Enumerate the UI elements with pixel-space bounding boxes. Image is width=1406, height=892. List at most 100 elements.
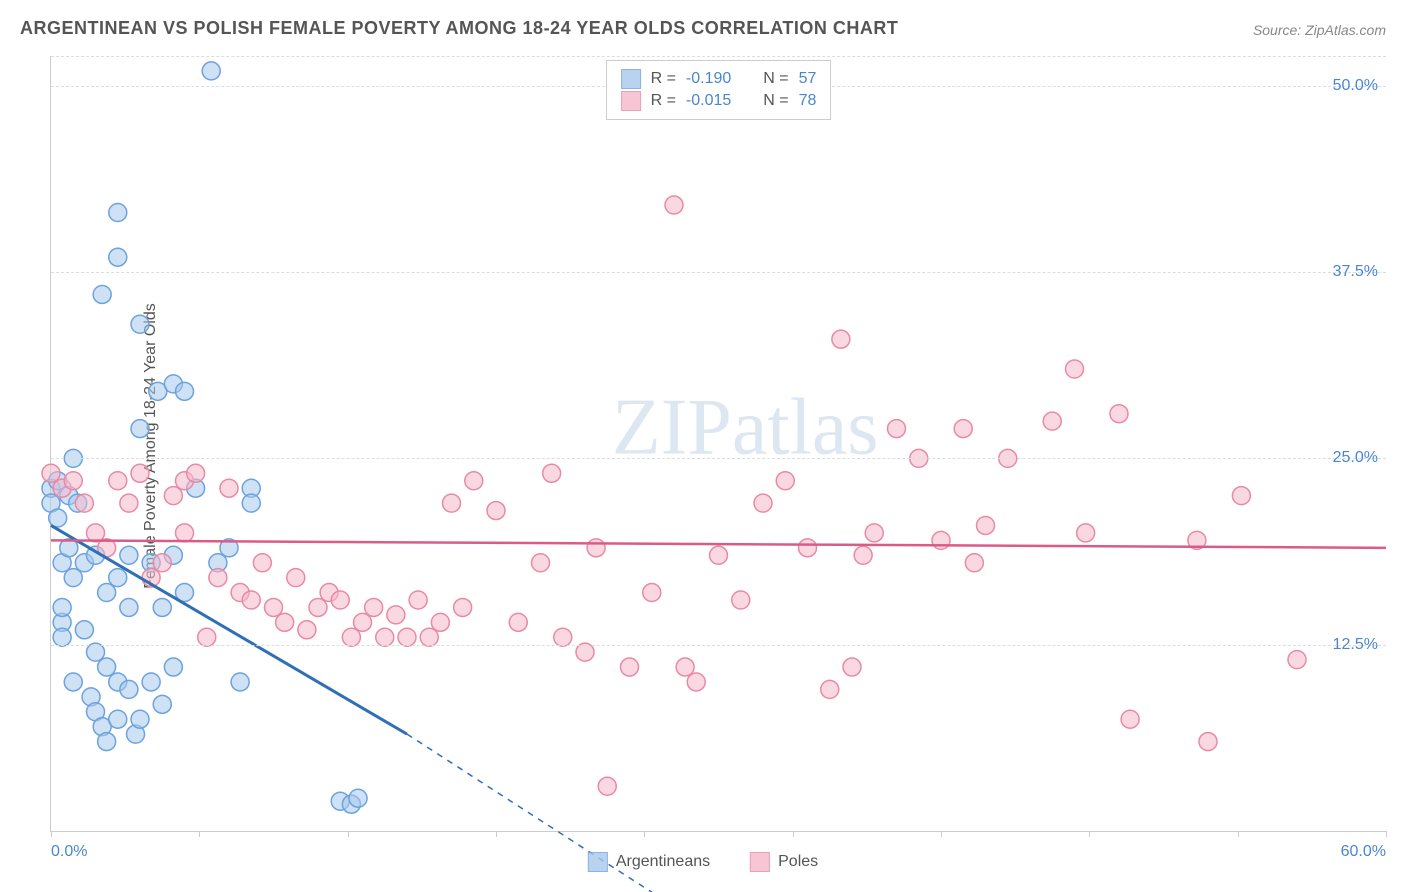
data-point: [287, 569, 305, 587]
data-point: [977, 516, 995, 534]
data-point: [587, 539, 605, 557]
data-point: [93, 285, 111, 303]
data-point: [176, 382, 194, 400]
x-axis-max-label: 60.0%: [1341, 843, 1386, 861]
data-point: [598, 777, 616, 795]
x-axis-min-label: 0.0%: [51, 843, 87, 861]
data-point: [309, 598, 327, 616]
y-tick-label: 50.0%: [1333, 77, 1378, 95]
data-point: [1199, 733, 1217, 751]
data-point: [687, 673, 705, 691]
data-point: [854, 546, 872, 564]
data-point: [387, 606, 405, 624]
data-point: [1110, 405, 1128, 423]
n-label: N =: [763, 92, 788, 110]
data-point: [109, 248, 127, 266]
data-point: [242, 494, 260, 512]
data-point: [131, 420, 149, 438]
data-point: [643, 584, 661, 602]
x-tick: [644, 831, 645, 837]
x-tick: [1238, 831, 1239, 837]
data-point: [354, 613, 372, 631]
r-val-argentineans: -0.190: [686, 70, 731, 88]
x-tick: [199, 831, 200, 837]
data-point: [754, 494, 772, 512]
data-point: [1043, 412, 1061, 430]
r-label: R =: [651, 92, 676, 110]
data-point: [932, 531, 950, 549]
data-point: [42, 464, 60, 482]
legend-item-argentineans: Argentineans: [588, 852, 710, 872]
data-point: [487, 502, 505, 520]
data-point: [75, 494, 93, 512]
data-point: [120, 546, 138, 564]
data-point: [965, 554, 983, 572]
data-point: [109, 710, 127, 728]
gridline: [51, 645, 1386, 646]
data-point: [843, 658, 861, 676]
data-point: [1077, 524, 1095, 542]
data-point: [75, 621, 93, 639]
data-point: [865, 524, 883, 542]
data-point: [131, 710, 149, 728]
data-point: [231, 673, 249, 691]
gridline: [51, 458, 1386, 459]
data-point: [349, 789, 367, 807]
data-point: [365, 598, 383, 616]
legend-row-argentineans: R = -0.190 N = 57: [621, 69, 817, 89]
chart-plot-area: R = -0.190 N = 57 R = -0.015 N = 78 ZIPa…: [50, 56, 1386, 832]
x-tick: [496, 831, 497, 837]
data-point: [398, 628, 416, 646]
data-point: [576, 643, 594, 661]
data-point: [153, 598, 171, 616]
data-point: [665, 196, 683, 214]
y-tick-label: 25.0%: [1333, 449, 1378, 467]
data-point: [376, 628, 394, 646]
legend-label-argentineans: Argentineans: [616, 853, 710, 871]
data-point: [710, 546, 728, 564]
data-point: [454, 598, 472, 616]
data-point: [776, 472, 794, 490]
data-point: [64, 673, 82, 691]
x-tick: [793, 831, 794, 837]
data-point: [64, 569, 82, 587]
legend-row-poles: R = -0.015 N = 78: [621, 91, 817, 111]
data-point: [98, 658, 116, 676]
data-point: [176, 524, 194, 542]
data-point: [832, 330, 850, 348]
data-point: [821, 680, 839, 698]
data-point: [242, 591, 260, 609]
data-point: [87, 643, 105, 661]
x-tick: [348, 831, 349, 837]
y-tick-label: 12.5%: [1333, 636, 1378, 654]
data-point: [153, 554, 171, 572]
data-point: [53, 598, 71, 616]
correlation-legend: R = -0.190 N = 57 R = -0.015 N = 78: [606, 60, 832, 120]
legend-item-poles: Poles: [750, 852, 818, 872]
swatch-poles: [621, 91, 641, 111]
swatch-argentineans: [621, 69, 641, 89]
series-legend: Argentineans Poles: [588, 852, 818, 872]
data-point: [1066, 360, 1084, 378]
gridline: [51, 56, 1386, 57]
data-point: [49, 509, 67, 527]
x-tick: [51, 831, 52, 837]
data-point: [164, 658, 182, 676]
x-tick: [1089, 831, 1090, 837]
data-point: [253, 554, 271, 572]
r-label: R =: [651, 70, 676, 88]
data-point: [53, 628, 71, 646]
data-point: [153, 695, 171, 713]
data-point: [98, 584, 116, 602]
data-point: [98, 733, 116, 751]
data-point: [202, 62, 220, 80]
data-point: [142, 673, 160, 691]
data-point: [954, 420, 972, 438]
data-point: [1121, 710, 1139, 728]
n-val-poles: 78: [799, 92, 817, 110]
data-point: [532, 554, 550, 572]
x-tick: [941, 831, 942, 837]
data-point: [1288, 651, 1306, 669]
n-val-argentineans: 57: [799, 70, 817, 88]
data-point: [509, 613, 527, 631]
